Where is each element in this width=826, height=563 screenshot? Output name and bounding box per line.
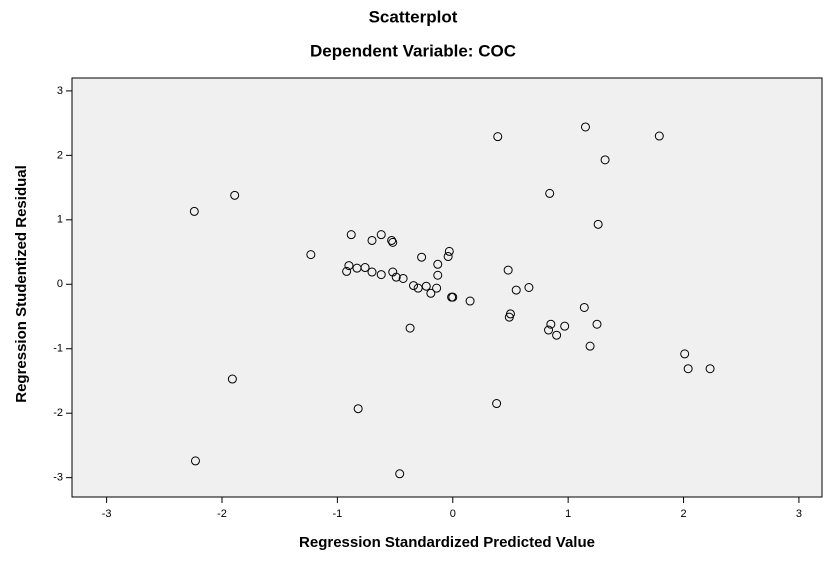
point bbox=[600, 155, 610, 165]
point bbox=[405, 323, 415, 333]
point bbox=[395, 469, 405, 479]
point bbox=[493, 132, 503, 142]
x-axis-label: Regression Standardized Predicted Value bbox=[299, 534, 595, 551]
point bbox=[579, 302, 589, 312]
point bbox=[360, 263, 370, 273]
point bbox=[342, 266, 352, 276]
y-tick-label: 0 bbox=[57, 278, 63, 290]
point bbox=[448, 292, 458, 302]
point bbox=[443, 252, 453, 262]
point bbox=[388, 237, 398, 247]
point bbox=[504, 312, 514, 322]
point bbox=[585, 341, 595, 351]
point bbox=[524, 283, 534, 292]
point bbox=[391, 272, 401, 282]
point bbox=[433, 259, 443, 269]
point bbox=[353, 404, 363, 414]
point bbox=[544, 325, 554, 335]
point bbox=[492, 399, 502, 409]
y-tick-label: -3 bbox=[53, 472, 63, 484]
point bbox=[417, 252, 427, 262]
point bbox=[367, 267, 377, 277]
chart-subtitle: Dependent Variable: COC bbox=[310, 41, 516, 60]
x-tick-label: -2 bbox=[217, 508, 227, 520]
y-tick-label: 3 bbox=[57, 85, 63, 97]
point bbox=[560, 321, 570, 331]
point bbox=[546, 319, 556, 329]
point bbox=[376, 270, 386, 280]
point bbox=[421, 281, 431, 291]
y-tick-label: -1 bbox=[53, 343, 63, 355]
point bbox=[306, 250, 316, 260]
point bbox=[346, 230, 356, 240]
point bbox=[444, 246, 454, 256]
y-tick-label: -2 bbox=[53, 407, 63, 419]
point bbox=[552, 330, 562, 340]
point bbox=[387, 235, 397, 245]
point bbox=[433, 270, 443, 280]
point bbox=[426, 288, 436, 298]
chart-title: Scatterplot bbox=[369, 7, 458, 26]
point bbox=[705, 364, 715, 374]
point bbox=[227, 374, 237, 384]
x-tick-label: 1 bbox=[565, 508, 571, 520]
y-tick-label: 1 bbox=[57, 214, 63, 226]
point bbox=[503, 265, 513, 275]
point bbox=[680, 349, 690, 359]
point bbox=[683, 364, 693, 374]
y-tick-label: 2 bbox=[57, 149, 63, 161]
point bbox=[592, 319, 602, 329]
point bbox=[432, 283, 442, 293]
x-tick-label: 3 bbox=[796, 508, 802, 520]
y-axis-label: Regression Studentized Residual bbox=[13, 165, 30, 403]
plot-area bbox=[71, 77, 823, 498]
point bbox=[465, 296, 475, 306]
point bbox=[230, 190, 240, 200]
x-tick-label: 0 bbox=[450, 508, 456, 520]
point bbox=[409, 281, 419, 291]
point bbox=[545, 188, 555, 198]
point bbox=[511, 285, 521, 295]
point bbox=[367, 235, 377, 245]
point bbox=[190, 456, 200, 466]
point bbox=[376, 230, 386, 240]
point bbox=[654, 131, 664, 141]
point bbox=[593, 219, 603, 229]
point bbox=[398, 273, 408, 283]
point bbox=[344, 261, 354, 271]
x-tick-label: 2 bbox=[680, 508, 686, 520]
point bbox=[413, 283, 423, 293]
x-tick-label: -1 bbox=[332, 508, 342, 520]
x-tick-label: -3 bbox=[102, 508, 112, 520]
point bbox=[189, 206, 199, 216]
point bbox=[580, 122, 590, 132]
